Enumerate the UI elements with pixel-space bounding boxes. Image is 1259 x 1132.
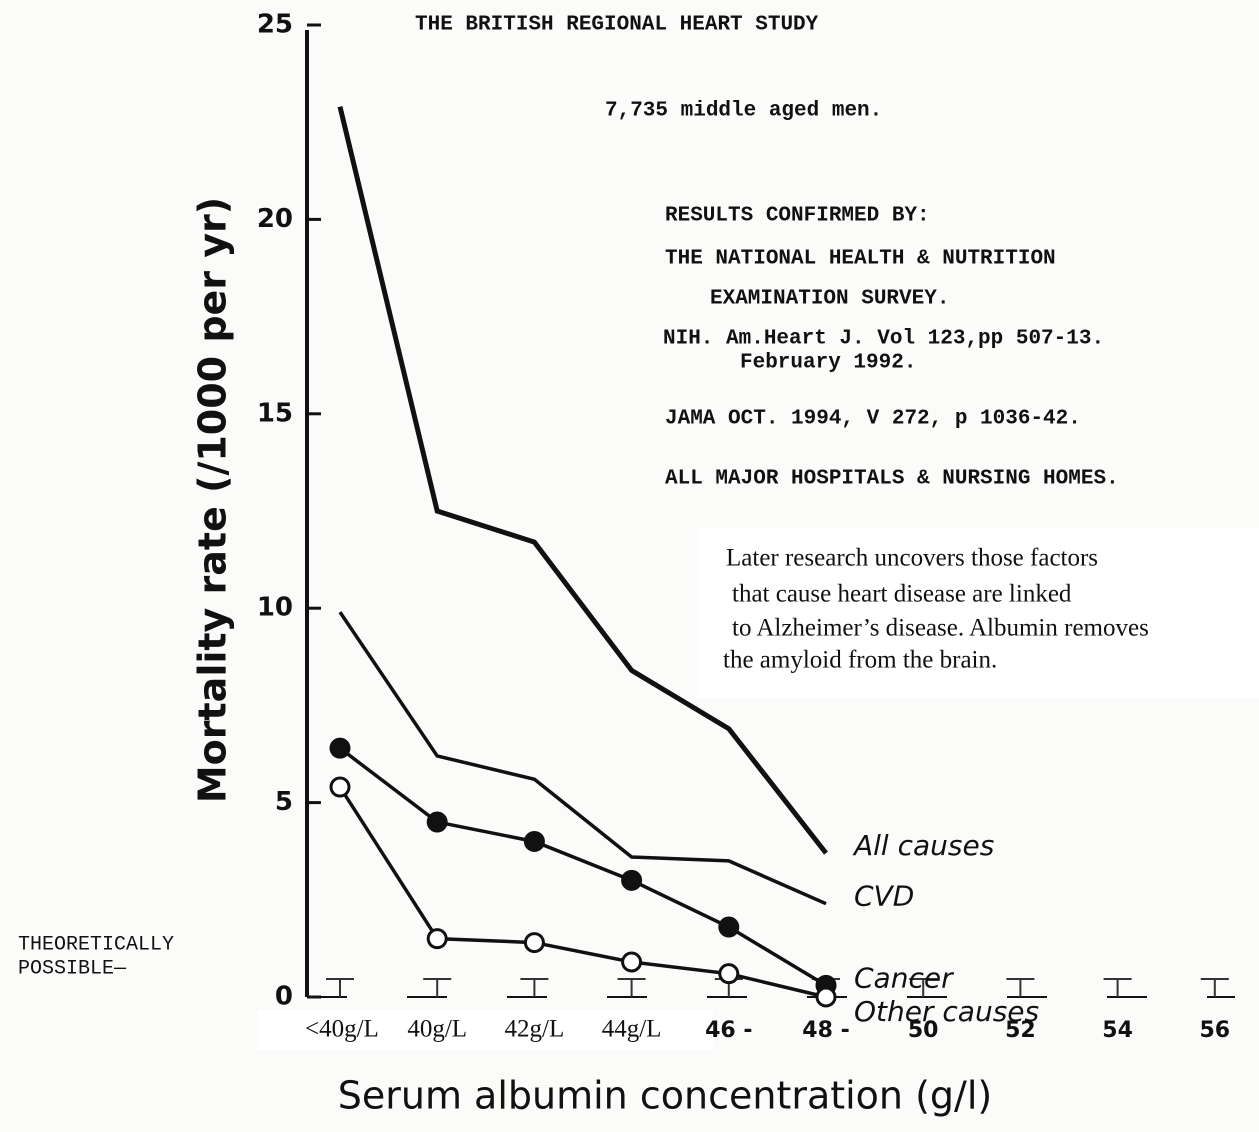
x-axis-label: Serum albumin concentration (g/l): [338, 1074, 992, 1118]
series-line: [337, 106, 828, 855]
series-label: Cancer: [854, 961, 954, 994]
point: [329, 737, 351, 759]
y-axis-label: Mortality rate (/1000 per yr): [191, 197, 235, 803]
note: February 1992.: [740, 352, 916, 375]
note-box-line: that cause heart disease are linked: [732, 581, 1072, 608]
x-tick-label: 46 -: [705, 1018, 752, 1043]
side-label: POSSIBLE—: [18, 957, 127, 980]
series-line: [338, 611, 827, 906]
x-tick-label: <40g/L: [305, 1016, 379, 1043]
point: [329, 776, 351, 798]
x-tick-label: 44g/L: [602, 1016, 662, 1043]
point: [426, 811, 448, 833]
note-box-line: Later research uncovers those factors: [726, 545, 1098, 572]
series-label: Other causes: [854, 995, 1039, 1028]
y-tick-label: 10: [257, 593, 293, 623]
point: [718, 963, 740, 985]
x-tick-label: 42g/L: [505, 1016, 565, 1043]
x-tick-label: 40g/L: [407, 1016, 467, 1043]
point: [426, 928, 448, 950]
note-box-line: to Alzheimer’s disease. Albumin removes: [732, 615, 1149, 642]
series-label: All causes: [852, 829, 994, 862]
note: ALL MAJOR HOSPITALS & NURSING HOMES.: [665, 468, 1119, 491]
side-label: THEORETICALLY: [18, 933, 174, 956]
note: THE NATIONAL HEALTH & NUTRITION: [665, 248, 1056, 271]
x-tick-label: 54: [1102, 1018, 1133, 1043]
y-tick-label: 0: [275, 982, 293, 1012]
x-label-box: [258, 1010, 713, 1050]
y-tick-label: 15: [257, 398, 293, 428]
y-tick-label: 5: [275, 787, 293, 817]
note-box: [698, 528, 1259, 698]
x-tick-label: 48 -: [802, 1018, 849, 1043]
chart-subtitle: 7,735 middle aged men.: [605, 100, 882, 123]
series-label: CVD: [854, 880, 914, 913]
series-line: [338, 786, 827, 999]
point: [718, 916, 740, 938]
point: [523, 830, 545, 852]
note: RESULTS CONFIRMED BY:: [665, 205, 930, 228]
note: NIH. Am.Heart J. Vol 123,pp 507-13.: [663, 328, 1104, 351]
y-tick-label: 25: [257, 10, 293, 40]
note: EXAMINATION SURVEY.: [710, 288, 949, 311]
x-tick-label: 52: [1005, 1018, 1036, 1043]
point: [815, 986, 837, 1008]
point: [621, 951, 643, 973]
x-tick-label: 56: [1199, 1018, 1230, 1043]
note-box-line: the amyloid from the brain.: [723, 647, 997, 674]
y-tick-label: 20: [257, 204, 293, 234]
point: [621, 869, 643, 891]
note: JAMA OCT. 1994, V 272, p 1036-42.: [665, 408, 1081, 431]
series-line: [338, 746, 827, 987]
point: [523, 932, 545, 954]
chart-title: THE BRITISH REGIONAL HEART STUDY: [415, 14, 819, 37]
x-tick-label: 50: [908, 1018, 939, 1043]
